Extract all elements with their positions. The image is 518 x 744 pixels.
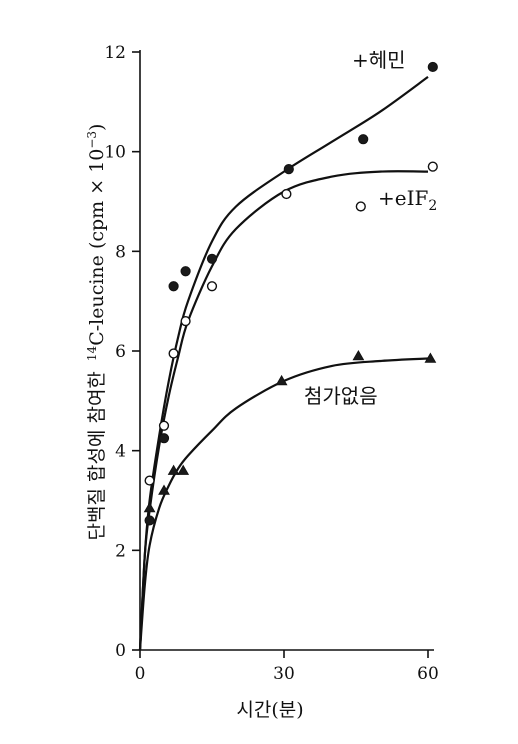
- y-axis-title-leucine: C-leucine (cpm × 10: [86, 149, 108, 346]
- curve-heme: [138, 76, 429, 651]
- data-point-eif2: [427, 161, 438, 172]
- data-point-heme: [206, 253, 218, 264]
- data-point-eif2: [206, 281, 218, 292]
- data-point-heme: [158, 433, 170, 444]
- series-label-eif2-subscript: 2: [428, 198, 437, 214]
- data-point-eif2: [281, 188, 292, 200]
- series-label-eif2-main: +eIF: [378, 186, 428, 210]
- data-point-no-addition: [177, 464, 190, 475]
- data-point-eif2: [144, 475, 155, 486]
- data-point-heme: [180, 266, 191, 277]
- y-tick-label: 6: [115, 342, 126, 362]
- axes: 0 2 4 6 8 10 12 0 30 60: [104, 43, 438, 684]
- data-point-eif2: [168, 348, 179, 359]
- series-label-heme: +헤민: [352, 48, 406, 72]
- series-label-no-addition: 첨가없음: [304, 384, 378, 408]
- data-point-no-addition: [158, 484, 170, 495]
- data-point-no-addition: [143, 501, 156, 513]
- curve-eif2: [138, 170, 429, 651]
- x-tick-label: 30: [273, 664, 295, 684]
- y-tick-label: 8: [115, 242, 126, 262]
- curve-no-addition: [138, 357, 429, 651]
- x-tick-label: 60: [417, 664, 439, 684]
- data-point-eif2: [355, 201, 366, 212]
- y-tick-label: 4: [115, 442, 126, 462]
- data-point-heme: [427, 61, 438, 73]
- data-point-eif2: [180, 316, 191, 327]
- data-point-heme: [358, 134, 369, 145]
- y-axis-title-close: ): [86, 124, 108, 131]
- y-axis-title-exponent: −3: [85, 131, 99, 149]
- data-point-eif2: [158, 420, 170, 431]
- series-label-eif2: +eIF2: [378, 186, 437, 214]
- data-point-no-addition: [167, 464, 180, 475]
- data-point-no-addition: [275, 374, 288, 386]
- markers: [143, 61, 438, 526]
- x-axis-title: 시간(분): [236, 699, 303, 721]
- curves: [138, 76, 429, 651]
- y-tick-label: 10: [104, 143, 126, 163]
- y-axis-title: 단백질 합성에 참여한 14C-leucine (cpm × 10−3): [85, 124, 108, 541]
- y-tick-label: 12: [104, 43, 126, 63]
- y-tick-label: 2: [115, 541, 126, 561]
- y-axis-title-korean: 단백질 합성에 참여한: [86, 371, 108, 540]
- data-point-heme: [283, 164, 294, 175]
- data-point-no-addition: [424, 352, 437, 363]
- data-point-heme: [144, 515, 155, 526]
- data-point-heme: [168, 281, 179, 292]
- data-point-no-addition: [352, 349, 365, 361]
- y-axis-title-isotope: 14: [85, 345, 99, 361]
- x-tick-label: 0: [135, 664, 146, 684]
- y-tick-label: 0: [115, 641, 126, 661]
